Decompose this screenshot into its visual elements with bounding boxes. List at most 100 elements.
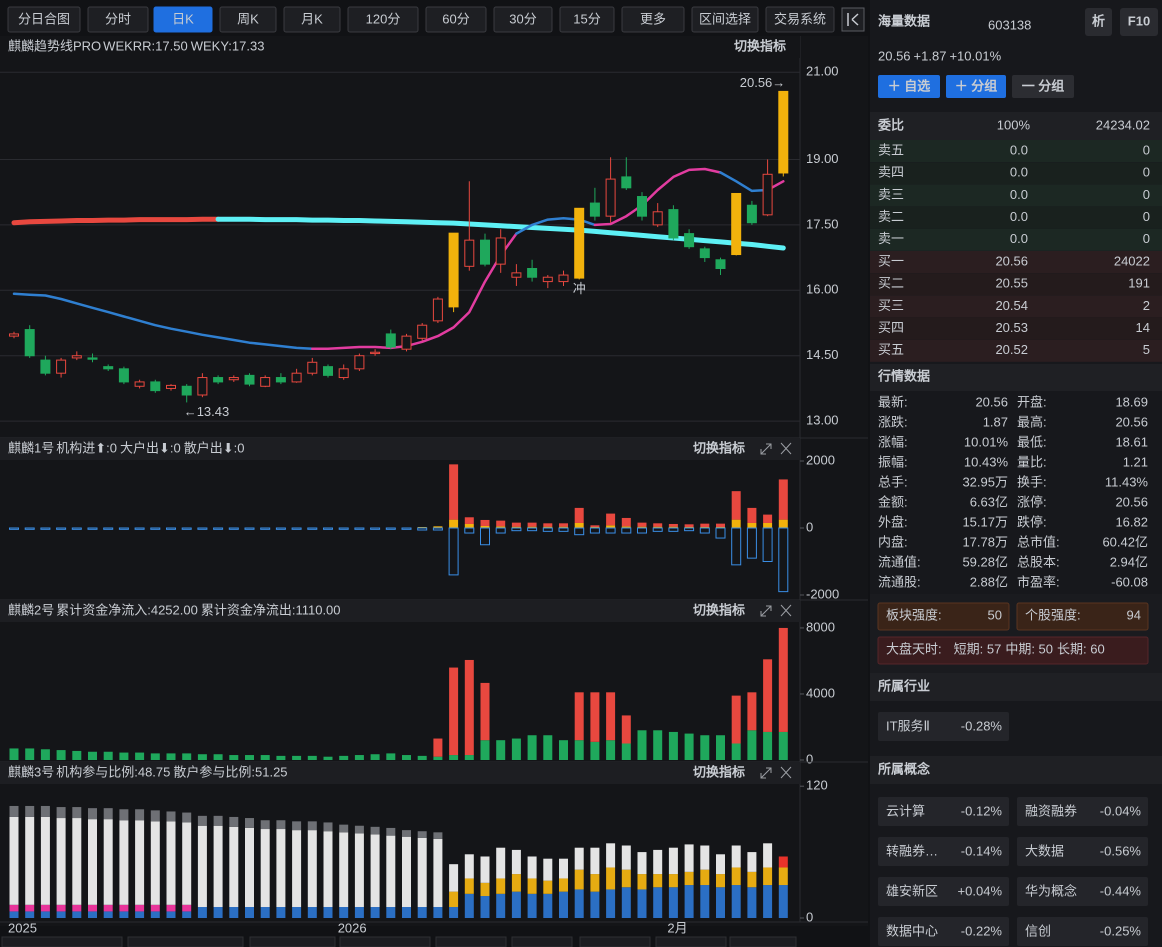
bar-segment (292, 821, 302, 831)
bar-segment (25, 904, 35, 912)
toolbar-button[interactable] (153, 6, 213, 33)
stat-label: 最高: (1017, 414, 1047, 429)
bar-segment (417, 907, 427, 918)
tag-box[interactable] (878, 917, 1009, 946)
bottom-tab[interactable] (655, 936, 727, 947)
candle-body (401, 335, 412, 350)
tag-box[interactable] (878, 837, 1009, 866)
bar-segment (433, 526, 443, 528)
bottom-tab[interactable] (511, 936, 573, 947)
tag-box[interactable] (1017, 797, 1148, 826)
candle-body (87, 357, 98, 360)
ratio-pct: 100% (997, 117, 1031, 132)
bar-segment (135, 820, 145, 905)
bar-segment (637, 889, 647, 918)
section-title: 行情数据 (877, 368, 930, 383)
toolbar-button[interactable] (219, 6, 277, 33)
bar-segment (464, 893, 474, 918)
bar-segment (716, 526, 725, 528)
action-button[interactable] (878, 75, 940, 98)
toolbar-button[interactable] (691, 6, 759, 33)
tag-box[interactable] (878, 877, 1009, 906)
bottom-tab[interactable] (249, 936, 336, 947)
ratio-diff: 24234.02 (1096, 117, 1150, 132)
stat-label: 涨幅: (878, 434, 908, 449)
tag-box[interactable] (878, 712, 1009, 741)
toolbar-button[interactable] (87, 6, 149, 33)
bar-segment (496, 740, 506, 760)
header-button[interactable] (1120, 8, 1158, 36)
bar-segment (370, 527, 381, 530)
bar-segment (731, 527, 742, 566)
bottom-tab[interactable] (127, 936, 244, 947)
bar-segment (292, 907, 302, 918)
market-item: 中期: 50 (1005, 641, 1053, 656)
toolbar-button[interactable] (7, 6, 81, 33)
tag-box[interactable] (878, 797, 1009, 826)
tag-box[interactable] (1017, 877, 1148, 906)
toolbar-button[interactable] (425, 6, 487, 33)
toolbar-button[interactable] (765, 6, 835, 33)
bar-segment (621, 743, 631, 760)
bottom-tab[interactable] (1, 936, 123, 947)
bar-segment (339, 832, 349, 908)
bar-segment (559, 878, 568, 892)
bar-segment (511, 849, 521, 875)
bar-segment (229, 907, 239, 918)
market-item: 短期: 57 (954, 641, 1002, 656)
bar-segment (527, 526, 537, 528)
tag-name: 数据中心 (886, 923, 938, 938)
stat-value: 2.94亿 (1110, 554, 1148, 569)
bar-segment (402, 755, 411, 760)
bottom-tab[interactable] (339, 936, 431, 947)
bar-segment (747, 507, 757, 523)
tag-name: 融资融券 (1025, 803, 1077, 818)
toolbar-button[interactable] (559, 6, 615, 33)
collapse-icon (847, 13, 859, 26)
toolbar-button[interactable] (347, 6, 419, 33)
action-button[interactable] (946, 75, 1006, 98)
book-row (870, 228, 1162, 251)
bar-segment (402, 836, 411, 908)
action-button[interactable] (1012, 75, 1074, 98)
bar-segment (731, 519, 741, 528)
bar-segment (558, 527, 569, 532)
candle-body (495, 237, 506, 265)
bar-segment (433, 832, 443, 839)
y-tick-label: 19.00 (806, 151, 839, 166)
bar-segment (40, 904, 50, 912)
toolbar-button[interactable] (493, 6, 553, 33)
bar-segment (590, 891, 600, 918)
candle-body (56, 359, 67, 374)
tag-box[interactable] (1017, 837, 1148, 866)
tag-box[interactable] (1017, 917, 1148, 946)
toolbar-button[interactable] (283, 6, 341, 33)
toolbar-button[interactable] (621, 6, 685, 33)
bar-segment (25, 911, 35, 918)
bar-segment (589, 527, 600, 534)
bottom-tab[interactable] (435, 936, 507, 947)
bar-segment (747, 871, 757, 888)
bar-segment (245, 818, 254, 828)
book-label: 卖四 (878, 165, 904, 180)
bar-segment (700, 735, 710, 760)
x-tick-label: 2月 (667, 920, 687, 935)
bar-segment (417, 755, 427, 760)
bar-segment (606, 525, 616, 528)
bottom-tab[interactable] (729, 936, 797, 947)
bar-segment (197, 815, 207, 826)
bottom-tab[interactable] (579, 936, 651, 947)
bar-segment (731, 885, 741, 918)
header-button[interactable] (1085, 8, 1112, 36)
bar-segment (88, 819, 97, 905)
bar-segment (763, 522, 773, 528)
bar-segment (574, 522, 584, 528)
bar-segment (543, 893, 553, 918)
bar-segment (606, 692, 616, 741)
bar-segment (182, 904, 192, 912)
bar-segment (621, 715, 631, 744)
book-price: 0.0 (1010, 231, 1028, 246)
bar-segment (40, 816, 50, 905)
bar-segment (245, 907, 254, 918)
candle-body (762, 173, 773, 216)
